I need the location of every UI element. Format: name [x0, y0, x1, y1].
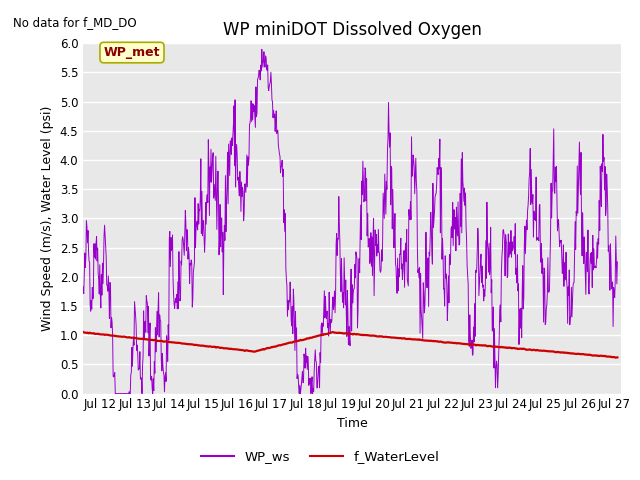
Text: No data for f_MD_DO: No data for f_MD_DO [13, 16, 137, 29]
Legend: WP_ws, f_WaterLevel: WP_ws, f_WaterLevel [196, 445, 444, 468]
Text: WP_met: WP_met [104, 46, 160, 59]
X-axis label: Time: Time [337, 417, 367, 430]
Title: WP miniDOT Dissolved Oxygen: WP miniDOT Dissolved Oxygen [223, 21, 481, 39]
Y-axis label: Wind Speed (m/s), Water Level (psi): Wind Speed (m/s), Water Level (psi) [41, 106, 54, 331]
